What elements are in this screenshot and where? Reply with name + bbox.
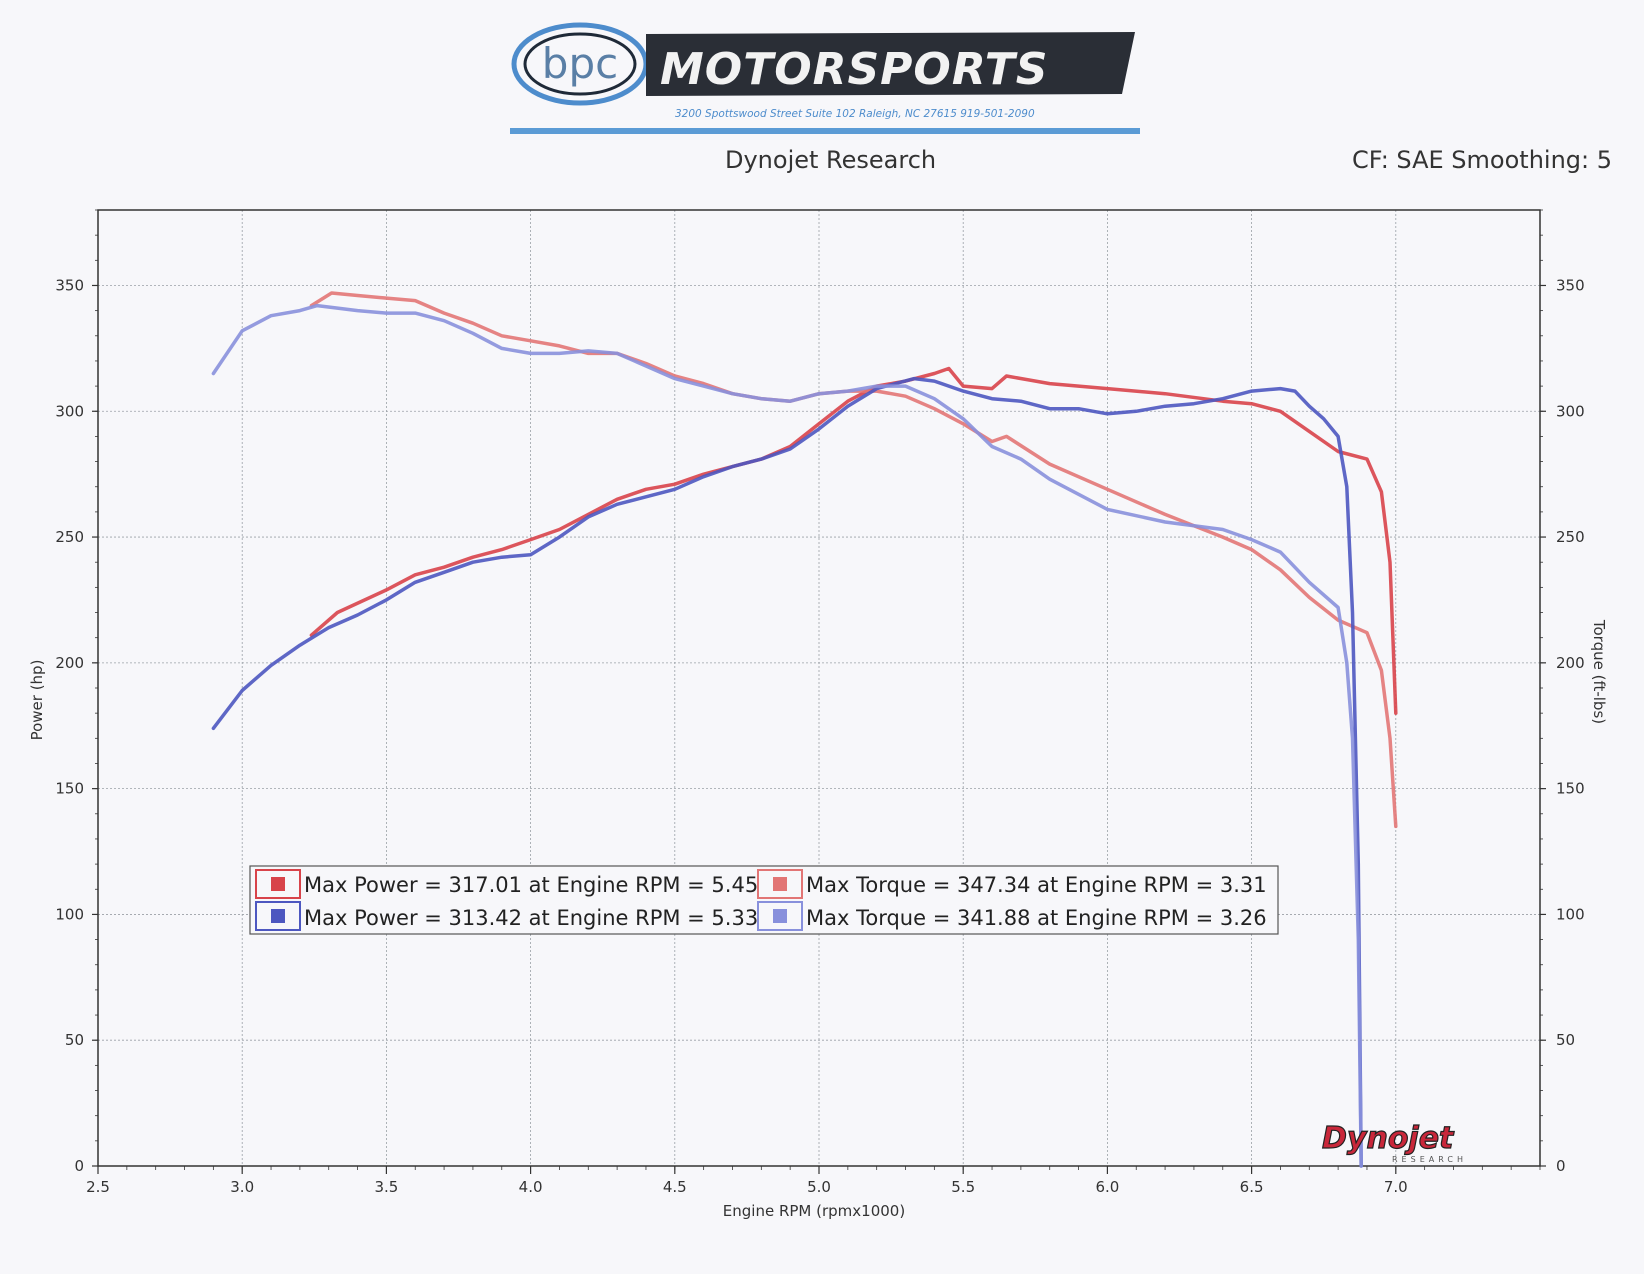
legend-swatch-4 xyxy=(773,909,787,923)
y-tick-label-left: 150 xyxy=(55,780,84,798)
legend-entry-3: Max Power = 313.42 at Engine RPM = 5.33 xyxy=(304,906,758,930)
logo-underline xyxy=(510,128,1140,134)
axis-ticks: 2.5 3.0 3.5 4.0 4.5 5.0 5.5 6.0 6.5 7.0 0 0 50 50 100 1… xyxy=(55,209,1585,1196)
legend: Max Power = 317.01 at Engine RPM = 5.45 … xyxy=(249,865,1279,935)
series-line-run1_power xyxy=(309,366,1398,715)
y-tick-label-left: 300 xyxy=(55,402,84,420)
y-tick-label-right: 50 xyxy=(1556,1031,1575,1049)
legend-swatch-frame-4 xyxy=(757,901,803,931)
series-line-run1_torque xyxy=(309,291,1398,829)
x-tick-label: 2.5 xyxy=(86,1178,110,1196)
chart-subtitle: CF: SAE Smoothing: 5 xyxy=(1352,146,1613,174)
y-tick-label-left: 50 xyxy=(65,1031,84,1049)
legend-swatch-2 xyxy=(773,877,787,891)
legend-swatch-frame-2 xyxy=(757,869,803,899)
x-tick-label: 4.0 xyxy=(519,1178,543,1196)
logo-banner xyxy=(646,32,1135,96)
y-axis-label-left: Power (hp) xyxy=(28,660,46,741)
legend-entry-4: Max Torque = 341.88 at Engine RPM = 3.26 xyxy=(806,906,1267,930)
x-tick-label: 4.5 xyxy=(663,1178,687,1196)
series-lines xyxy=(211,291,1398,1168)
bpc-motorsports-logo: bpc MOTORSPORTS 3200 Spottswood Street S… xyxy=(510,22,1140,134)
logo-brand-text: MOTORSPORTS xyxy=(660,44,1048,95)
series-line-run2_power xyxy=(211,376,1363,1168)
legend-swatch-frame-3 xyxy=(255,901,301,931)
svg-text:Dynojet: Dynojet xyxy=(1322,1121,1455,1156)
y-tick-label-left: 350 xyxy=(55,276,84,294)
x-tick-label: 5.0 xyxy=(807,1178,831,1196)
y-tick-label-left: 250 xyxy=(55,528,84,546)
y-axis-label-right: Torque (ft-lbs) xyxy=(1590,619,1608,724)
y-tick-label-left: 100 xyxy=(55,905,84,923)
legend-swatch-3 xyxy=(271,909,285,923)
legend-swatch-1 xyxy=(271,877,285,891)
legend-entry-1: Max Power = 317.01 at Engine RPM = 5.45 xyxy=(304,873,758,897)
x-axis-label: Engine RPM (rpmx1000) xyxy=(723,1202,905,1220)
y-tick-label-right: 0 xyxy=(1556,1157,1566,1175)
y-tick-label-right: 300 xyxy=(1556,402,1585,420)
logo-bpc-text: bpc xyxy=(542,39,618,88)
grid xyxy=(98,210,1540,1166)
svg-text:RESEARCH: RESEARCH xyxy=(1392,1155,1467,1164)
y-tick-label-right: 350 xyxy=(1556,276,1585,294)
logo-inner-ellipse xyxy=(523,32,637,96)
x-tick-label: 6.0 xyxy=(1095,1178,1119,1196)
logo-address: 3200 Spottswood Street Suite 102 Raleigh… xyxy=(675,108,1035,120)
y-tick-label-right: 100 xyxy=(1556,905,1585,923)
legend-box xyxy=(249,865,1279,935)
y-tick-label-right: 150 xyxy=(1556,780,1585,798)
x-tick-label: 5.5 xyxy=(951,1178,975,1196)
y-tick-label-left: 200 xyxy=(55,654,84,672)
y-tick-label-right: 200 xyxy=(1556,654,1585,672)
x-tick-label: 7.0 xyxy=(1384,1178,1408,1196)
chart-title: Dynojet Research xyxy=(725,146,937,174)
legend-entry-2: Max Torque = 347.34 at Engine RPM = 3.31 xyxy=(806,873,1267,897)
x-tick-label: 3.5 xyxy=(374,1178,398,1196)
y-tick-label-left: 0 xyxy=(74,1157,84,1175)
x-tick-label: 6.5 xyxy=(1240,1178,1264,1196)
legend-swatch-frame-1 xyxy=(255,869,301,899)
x-tick-label: 3.0 xyxy=(230,1178,254,1196)
series-line-run2_torque xyxy=(211,303,1363,1168)
dynojet-logo: Dynojet RESEARCH xyxy=(1321,1120,1467,1164)
y-tick-label-right: 250 xyxy=(1556,528,1585,546)
